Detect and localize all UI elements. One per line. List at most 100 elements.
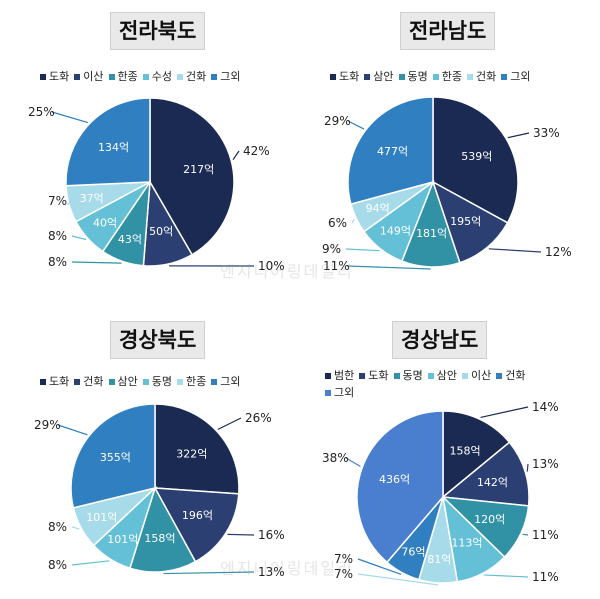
slice-value-label: 158억	[449, 444, 480, 457]
pie-slice	[154, 403, 240, 495]
slice-percent-label: 13%	[258, 565, 285, 579]
slice-value-label: 101억	[107, 533, 138, 546]
slice-value-label: 101억	[86, 511, 117, 524]
slice-value-label: 50억	[149, 225, 173, 238]
legend-item: 동명	[393, 367, 423, 384]
pie-slice	[65, 97, 151, 187]
legend-label: 그외	[510, 70, 531, 83]
legend-swatch	[74, 74, 81, 80]
leader-line	[357, 558, 402, 575]
pie-slice	[432, 96, 519, 224]
chart-title: 경상북도	[110, 321, 206, 359]
legend-label: 건화	[186, 70, 207, 83]
slice-percent-label: 26%	[245, 411, 272, 425]
slice-value-label: 81억	[427, 553, 451, 566]
legend-item: 도화	[359, 367, 389, 384]
slice-percent-label: 29%	[324, 114, 351, 128]
leader-line	[357, 573, 438, 586]
slice-percent-label: 12%	[545, 245, 572, 259]
legend-item: 건화	[467, 68, 496, 85]
leader-line	[66, 200, 73, 206]
pie-chart-panel: 전라북도 도화 이산 한종 수성 건화 그외 217억 42% 50억 10% 43억 8% 40억 8% 3…	[0, 0, 300, 299]
chart-legend: 범한 도화 동명 삼안 이산 건화 그외	[325, 367, 531, 401]
leader-line	[345, 457, 361, 467]
legend-label: 동명	[407, 70, 428, 83]
slice-value-label: 37억	[80, 192, 104, 205]
legend-swatch	[40, 379, 46, 385]
legend-swatch	[211, 74, 218, 80]
chart-title: 전라남도	[400, 12, 496, 50]
slice-value-label: 113억	[451, 537, 482, 550]
slice-percent-label: 10%	[258, 259, 285, 273]
leader-line	[526, 463, 529, 472]
legend-swatch	[330, 74, 336, 80]
slice-value-label: 195억	[450, 215, 481, 228]
legend-label: 도화	[368, 369, 389, 382]
legend-label: 한종	[186, 375, 207, 388]
slice-percent-label: 8%	[48, 255, 67, 269]
chart-legend: 도화 이산 한종 수성 건화 그외	[40, 68, 246, 85]
chart-legend: 도화 삼안 동명 한종 건화 그외	[330, 68, 536, 85]
legend-label: 그외	[220, 70, 241, 83]
watermark: 엔지니어링데일리	[220, 559, 354, 578]
watermark: 엔지니어링데일리	[220, 262, 354, 281]
legend-item: 한종	[177, 373, 206, 390]
slice-value-label: 94억	[366, 202, 390, 215]
legend-swatch	[393, 373, 400, 379]
legend-label: 도화	[49, 375, 70, 388]
leader-line	[227, 533, 255, 536]
legend-swatch	[142, 379, 149, 385]
slice-value-label: 120억	[474, 513, 505, 526]
legend-item: 건화	[74, 373, 104, 390]
slice-percent-label: 16%	[258, 528, 285, 542]
legend-item: 그외	[211, 373, 241, 390]
legend-item: 동명	[398, 68, 428, 85]
chart-legend: 도화 건화 삼안 동명 한종 그외	[40, 373, 246, 390]
leader-line	[483, 574, 529, 578]
pie-slice	[431, 180, 509, 264]
legend-swatch	[177, 74, 183, 80]
slice-value-label: 43억	[118, 233, 142, 246]
legend-swatch	[364, 74, 371, 80]
legend-swatch	[325, 390, 331, 396]
legend-swatch	[462, 373, 468, 379]
legend-swatch	[432, 74, 439, 80]
leader-line	[346, 265, 431, 270]
legend-swatch	[325, 373, 331, 379]
legend-item: 그외	[325, 384, 354, 401]
legend-swatch	[501, 74, 508, 80]
slice-percent-label: 38%	[322, 451, 349, 465]
legend-item: 이산	[462, 367, 491, 384]
slice-value-label: 158억	[144, 532, 175, 545]
legend-item: 수성	[142, 68, 172, 85]
chart-title: 전라북도	[110, 12, 206, 50]
pie-chart: 158억 14% 142억 13% 120억 11% 113억 11% 81억 7% 76억 7% 43…	[322, 400, 559, 586]
legend-swatch	[108, 379, 115, 385]
slice-value-label: 76억	[401, 545, 425, 558]
pie-slice	[356, 410, 444, 564]
legend-label: 도화	[49, 70, 70, 83]
slice-percent-label: 8%	[48, 558, 67, 572]
pie-chart: 322억 26% 196억 16% 158억 13% 101억 8% 101억 8% 355억 29%	[34, 403, 285, 579]
slice-percent-label: 9%	[322, 242, 341, 256]
legend-swatch	[467, 74, 473, 80]
legend-swatch	[142, 74, 149, 80]
slice-value-label: 40억	[93, 216, 117, 229]
slice-value-label: 134억	[98, 141, 129, 154]
leader-line	[488, 248, 542, 253]
pie-slice	[442, 410, 511, 499]
legend-label: 건화	[83, 375, 104, 388]
pie-chart-panel: 경상북도 도화 건화 삼안 동명 한종 그외 322억 26% 196억 16% 158억 13% 101…	[0, 299, 300, 598]
legend-item: 한종	[432, 68, 462, 85]
slice-percent-label: 25%	[28, 105, 55, 119]
leader-line	[232, 150, 240, 161]
legend-item: 도화	[40, 373, 69, 390]
legend-swatch	[40, 74, 46, 80]
legend-swatch	[108, 74, 115, 80]
legend-label: 건화	[476, 70, 497, 83]
slice-value-label: 217억	[183, 163, 214, 176]
leader-line	[71, 526, 80, 530]
legend-item: 그외	[211, 68, 241, 85]
slice-value-label: 142억	[477, 476, 508, 489]
